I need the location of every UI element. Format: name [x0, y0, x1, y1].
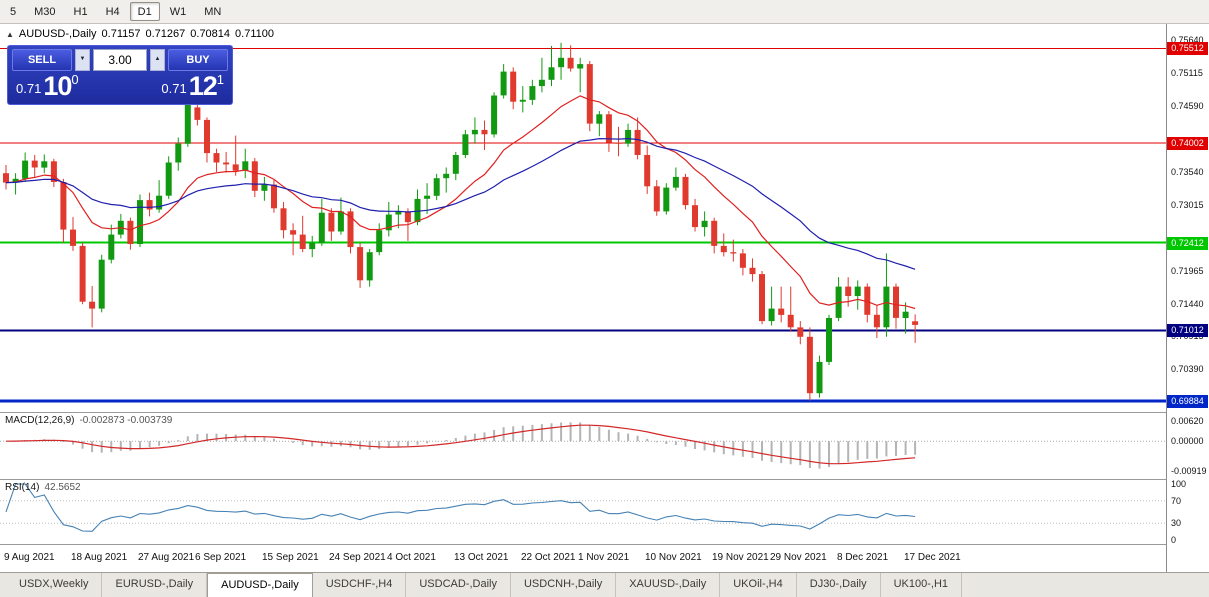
- date-label: 22 Oct 2021: [521, 552, 576, 563]
- macd-indicator-pane: MACD(12,26,9) -0.002873 -0.003739: [0, 413, 1166, 479]
- macd-plot[interactable]: [0, 413, 1166, 479]
- price-line-tag: 0.69884: [1167, 395, 1208, 408]
- macd-tick-label: -0.00919: [1171, 466, 1207, 476]
- price-line-tag: 0.71012: [1167, 324, 1208, 337]
- sell-price-pips: 10: [43, 71, 72, 101]
- timeframe-button-MN[interactable]: MN: [204, 6, 222, 18]
- date-label: 15 Sep 2021: [262, 552, 319, 563]
- ohlc-low: 0.70814: [190, 28, 231, 40]
- price-tick-label: 0.74590: [1171, 101, 1204, 111]
- price-tick-label: 0.71440: [1171, 299, 1204, 309]
- volume-decrease-button[interactable]: ▼: [75, 49, 90, 71]
- price-tick-label: 0.73540: [1171, 167, 1204, 177]
- chart-tabs-bar: USDX,Weekly EURUSD-,Daily AUDUSD-,Daily USD…: [0, 572, 1209, 597]
- volume-increase-button[interactable]: ▲: [150, 49, 165, 71]
- date-label: 4 Oct 2021: [387, 552, 436, 563]
- symbol-title: AUDUSD-,Daily: [18, 28, 97, 40]
- ohlc-open: 0.71157: [101, 28, 141, 40]
- date-label: 1 Nov 2021: [578, 552, 630, 563]
- buy-price-prefix: 0.71: [161, 81, 187, 96]
- date-label: 18 Aug 2021: [71, 552, 128, 563]
- price-tick-label: 0.70390: [1171, 364, 1204, 374]
- rsi-tick-label: 70: [1171, 496, 1182, 506]
- date-label: 19 Nov 2021: [712, 552, 769, 563]
- buy-price-display: 0.71 12 1: [161, 72, 224, 101]
- timeframe-toolbar: 5 M30 H1 H4 D1 W1 MN: [0, 0, 1209, 24]
- date-label: 10 Nov 2021: [645, 552, 702, 563]
- price-chart-pane: ▲ AUDUSD-,Daily 0.71157 0.71267 0.70814 0.711…: [0, 24, 1166, 412]
- price-line-tag: 0.72412: [1167, 237, 1208, 250]
- price-axis[interactable]: 0.75640 0.75115 0.74590 0.73540 0.73015 0.719…: [1167, 24, 1209, 572]
- timeframe-button-W1[interactable]: W1: [169, 6, 187, 18]
- chart-tab-eurusd-daily[interactable]: EURUSD-,Daily: [102, 573, 208, 597]
- collapse-panel-icon[interactable]: ▲: [6, 30, 14, 39]
- date-label: 9 Aug 2021: [4, 552, 55, 563]
- sell-price-pipette: 0: [71, 72, 79, 87]
- date-label: 8 Dec 2021: [837, 552, 889, 563]
- date-label: 27 Aug 2021: [138, 552, 195, 563]
- buy-button[interactable]: BUY: [168, 49, 228, 71]
- sell-price-prefix: 0.71: [16, 81, 42, 96]
- rsi-tick-label: 100: [1171, 479, 1187, 489]
- chart-window: ▲ AUDUSD-,Daily 0.71157 0.71267 0.70814 0.711…: [0, 24, 1209, 572]
- macd-label: MACD(12,26,9) -0.002873 -0.003739: [5, 415, 173, 426]
- chart-tab-usdchf-h4[interactable]: USDCHF-,H4: [313, 573, 407, 597]
- date-label: 24 Sep 2021: [329, 552, 386, 563]
- rsi-label: RSI(14) 42.5652: [5, 482, 81, 493]
- chart-header: ▲ AUDUSD-,Daily 0.71157 0.71267 0.70814 0.711…: [6, 28, 279, 40]
- chart-tab-usdcnh-daily[interactable]: USDCNH-,Daily: [511, 573, 617, 597]
- rsi-plot[interactable]: [0, 480, 1166, 544]
- candlestick-plot[interactable]: [0, 24, 1166, 412]
- chart-tab-xauusd-daily[interactable]: XAUUSD-,Daily: [616, 573, 721, 597]
- timeframe-button-5[interactable]: 5: [10, 6, 17, 18]
- price-line-tag: 0.74002: [1167, 137, 1208, 150]
- pane-resize-handle[interactable]: [0, 412, 1209, 413]
- sell-price-display: 0.71 10 0: [16, 72, 79, 101]
- axis-separator: [1166, 24, 1167, 572]
- pane-resize-handle[interactable]: [0, 479, 1209, 480]
- buy-price-pips: 12: [188, 71, 218, 101]
- chart-tab-usdx-weekly[interactable]: USDX,Weekly: [6, 573, 103, 597]
- rsi-tick-label: 30: [1171, 518, 1182, 528]
- price-tick-label: 0.73015: [1171, 200, 1204, 210]
- price-tick-label: 0.75115: [1171, 68, 1203, 78]
- time-axis[interactable]: 9 Aug 2021 18 Aug 2021 27 Aug 2021 6 Sep 20…: [0, 545, 1166, 572]
- ohlc-close: 0.71100: [235, 28, 274, 40]
- sell-button[interactable]: SELL: [12, 49, 72, 71]
- price-tick-label: 0.71965: [1171, 266, 1204, 276]
- date-label: 13 Oct 2021: [454, 552, 509, 563]
- price-tick-label: 0.75640: [1171, 35, 1204, 45]
- pane-resize-handle[interactable]: [0, 544, 1209, 545]
- timeframe-button-M30[interactable]: M30: [34, 6, 56, 18]
- chart-tab-audusd-daily[interactable]: AUDUSD-,Daily: [207, 573, 313, 597]
- timeframe-button-H1[interactable]: H1: [73, 6, 88, 18]
- chart-tab-uk100-h1[interactable]: UK100-,H1: [881, 573, 963, 597]
- chart-tab-usdcad-daily[interactable]: USDCAD-,Daily: [406, 573, 511, 597]
- timeframe-button-D1[interactable]: D1: [129, 2, 160, 21]
- macd-tick-label: 0.00620: [1171, 416, 1204, 426]
- buy-price-pipette: 1: [216, 72, 224, 87]
- macd-tick-label: 0.00000: [1171, 436, 1204, 446]
- price-line-tag: 0.75512: [1167, 42, 1208, 55]
- timeframe-button-H4[interactable]: H4: [105, 6, 120, 18]
- date-label: 29 Nov 2021: [770, 552, 827, 563]
- one-click-trade-panel: SELL ▼ 3.00 ▲ BUY 0.71 10 0 0.71 12 1: [7, 45, 233, 105]
- rsi-indicator-pane: RSI(14) 42.5652: [0, 480, 1166, 544]
- rsi-tick-label: 0: [1171, 535, 1177, 545]
- date-label: 6 Sep 2021: [195, 552, 247, 563]
- ohlc-high: 0.71267: [145, 28, 186, 40]
- volume-input[interactable]: 3.00: [93, 49, 147, 71]
- date-label: 17 Dec 2021: [904, 552, 961, 563]
- chart-tab-dj30-daily[interactable]: DJ30-,Daily: [797, 573, 881, 597]
- chart-tab-ukoil-h4[interactable]: UKOil-,H4: [720, 573, 797, 597]
